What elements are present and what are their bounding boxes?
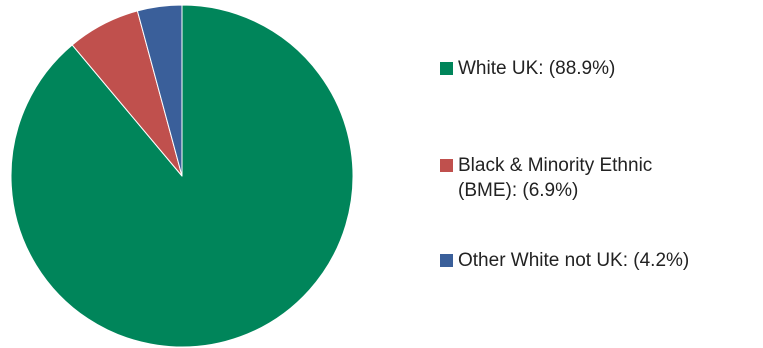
legend-item-other-white: Other White not UK: (4.2%) [440,248,689,273]
legend-item-bme: Black & Minority Ethnic (BME): (6.9%) [440,153,652,203]
legend: White UK: (88.9%) Black & Minority Ethni… [440,0,760,348]
legend-item-white-uk: White UK: (88.9%) [440,56,615,81]
pie-plot-area [10,4,354,348]
legend-label-line: Black & Minority Ethnic [458,155,653,176]
legend-swatch-white-uk [440,62,453,75]
legend-label-other-white: Other White not UK: (4.2%) [458,248,689,273]
pie-slice-other-white [136,4,183,177]
legend-swatch-bme [440,159,453,172]
legend-label-line: Other White not UK: (4.2%) [458,250,690,271]
legend-swatch-other-white [440,254,453,267]
legend-label-line: (BME): (6.9%) [458,180,579,201]
pie-slice-white-uk [10,4,354,348]
legend-label-bme: Black & Minority Ethnic (BME): (6.9%) [458,153,652,203]
legend-label-white-uk: White UK: (88.9%) [458,56,615,81]
legend-label-line: White UK: (88.9%) [458,58,616,79]
